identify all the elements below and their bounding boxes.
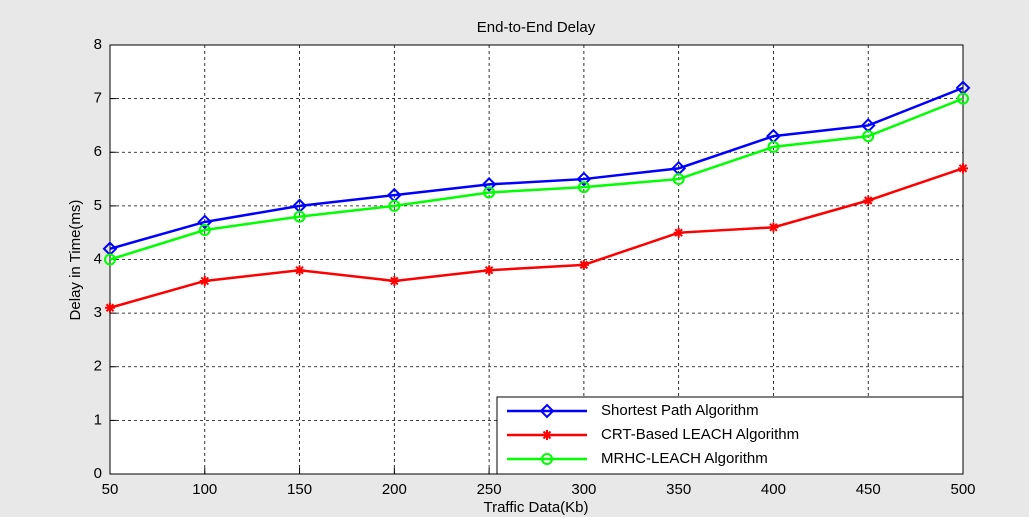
y-tick-label: 7 (94, 90, 102, 107)
marker (767, 140, 780, 153)
x-tick-label: 250 (477, 481, 502, 498)
marker (293, 210, 306, 223)
marker (199, 275, 210, 286)
x-tick-label: 350 (666, 481, 691, 498)
marker (672, 173, 685, 186)
legend-label: MRHC-LEACH Algorithm (601, 450, 768, 467)
marker (294, 265, 305, 276)
x-tick-label: 100 (192, 481, 217, 498)
y-tick-label: 1 (94, 411, 102, 428)
marker (673, 227, 684, 238)
marker (388, 199, 401, 212)
marker (539, 403, 555, 419)
x-tick-label: 500 (950, 481, 975, 498)
x-tick-label: 300 (571, 481, 596, 498)
marker (542, 430, 552, 440)
marker (768, 222, 779, 233)
marker (105, 302, 115, 313)
y-tick-label: 0 (94, 465, 102, 482)
y-tick-label: 8 (94, 36, 102, 53)
legend-label: Shortest Path Algorithm (601, 402, 759, 419)
x-tick-label: 150 (287, 481, 312, 498)
marker (484, 265, 495, 276)
marker (541, 453, 553, 465)
y-tick-label: 6 (94, 143, 102, 160)
y-tick-label: 2 (94, 358, 102, 375)
x-tick-label: 450 (856, 481, 881, 498)
marker (957, 92, 969, 105)
y-tick-label: 3 (94, 304, 102, 321)
series-line (109, 86, 964, 250)
marker (862, 130, 875, 143)
marker (863, 195, 874, 206)
chart-title: End-to-End Delay (477, 19, 596, 36)
series-line (109, 97, 964, 261)
marker (483, 186, 496, 199)
marker (104, 253, 116, 266)
marker (389, 275, 400, 286)
y-axis-label: Delay in Time(ms) (67, 200, 84, 321)
marker (198, 224, 211, 237)
marker (578, 259, 589, 270)
y-tick-label: 5 (94, 197, 102, 214)
x-axis-label: Traffic Data(Kb) (483, 499, 588, 516)
series-line (109, 167, 964, 309)
y-tick-label: 4 (94, 250, 102, 267)
legend-label: CRT-Based LEACH Algorithm (601, 426, 799, 443)
marker (576, 171, 592, 187)
marker (481, 177, 497, 192)
marker (958, 163, 968, 174)
x-tick-label: 400 (761, 481, 786, 498)
marker (197, 214, 213, 230)
x-tick-label: 50 (102, 481, 119, 498)
marker (577, 181, 590, 194)
x-tick-label: 200 (382, 481, 407, 498)
